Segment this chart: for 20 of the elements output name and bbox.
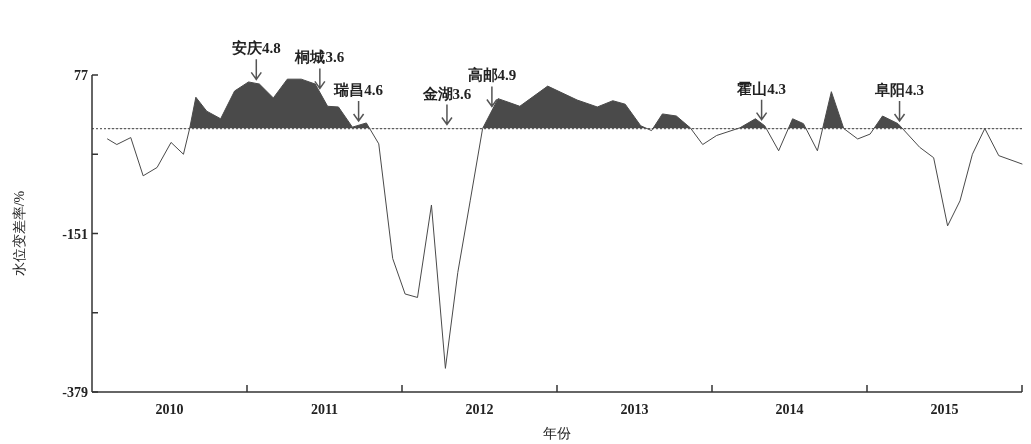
annotation: 霍山4.3 [736,80,786,97]
x-tick-label: 2012 [465,402,494,417]
y-tick-label: -379 [62,385,88,400]
annotation: 安庆4.8 [231,40,281,81]
annotation: 金湖3.6 [421,85,472,102]
y-axis-title: 水位变差率/% [12,190,27,277]
x-tick-label: 2014 [775,402,804,417]
y-tick-label: 77 [74,68,88,83]
x-tick-label: 2015 [930,402,959,417]
x-tick-label: 2010 [155,402,184,417]
x-tick-label: 2013 [620,402,649,417]
annotation: 霍山4.3 [737,80,786,121]
annotation: 阜阳4.3 [875,82,924,123]
x-tick-label: 2011 [310,402,339,417]
y-tick-label: -151 [62,226,88,242]
annotation: 金湖3.6 [422,85,472,126]
annotation: 桐城3.6 [294,49,345,66]
annotation: 安庆4.8 [231,39,281,57]
x-axis-title: 年份 [543,426,571,441]
annotation: 阜阳4.3 [874,82,924,99]
